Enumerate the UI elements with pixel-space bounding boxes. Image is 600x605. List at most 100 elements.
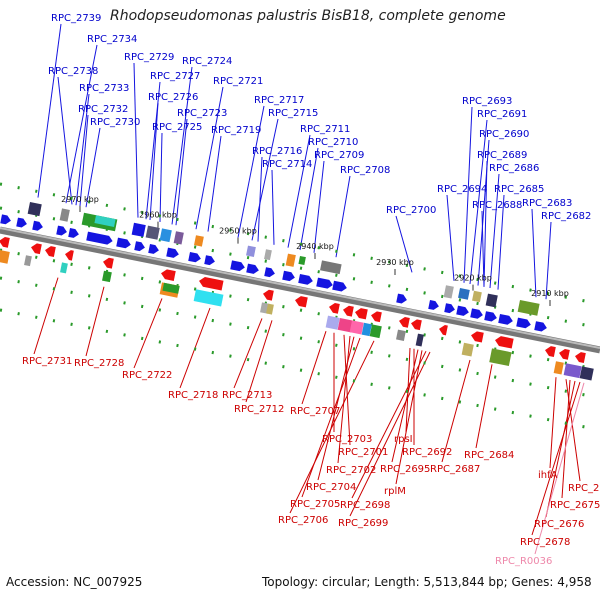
feature-box-below [563, 363, 582, 379]
minus-gene-label: RPC_2713 [222, 390, 272, 401]
plus-gene-arrow [68, 228, 79, 238]
plus-gene-arrow [456, 305, 469, 316]
gene-labels: RPC_2739 RPC_2734 RPC_2738 RPC_2733 RPC_2732… [22, 13, 600, 567]
minus-gene-arrow [559, 348, 570, 360]
rna-label-connector [534, 382, 585, 555]
gene-features [0, 202, 594, 381]
plus-gene-arrow [298, 274, 313, 285]
minus-gene-label: RPC_2687 [430, 464, 480, 475]
minus-gene-arrow [355, 308, 368, 320]
minus-label-connector [317, 336, 355, 481]
plus-gene-label: RPC_2717 [254, 95, 304, 106]
label-connectors [33, 23, 585, 555]
minus-gene-arrow [495, 336, 514, 349]
plus-gene-arrow [498, 314, 513, 325]
plus-gene-label: RPC_2710 [308, 137, 358, 148]
plus-label-connector [335, 175, 351, 258]
plus-label-connector [489, 173, 500, 289]
minus-gene-label: RPC_2678 [520, 537, 570, 548]
plus-gene-label: RPC_2727 [150, 71, 200, 82]
minus-gene-label: RPC_2707 [290, 406, 340, 417]
minus-label-connector [301, 337, 361, 498]
minus-gene-arrow [371, 311, 382, 323]
minus-gene-label: RPC_2676 [534, 519, 584, 530]
feature-box-above [173, 231, 184, 245]
plus-gene-label: RPC_2694 [437, 184, 487, 195]
plus-label-connector [287, 134, 311, 248]
minus-gene-label: RPC_2704 [306, 482, 356, 493]
minus-label-connector [565, 379, 581, 482]
minus-label-connector [545, 380, 576, 518]
plus-gene-label: RPC_2686 [489, 163, 539, 174]
plus-gene-label: RPC_2729 [124, 52, 174, 63]
minus-gene-label: rplM [384, 486, 406, 497]
plus-gene-label: RPC_2738 [48, 66, 98, 77]
plus-label-connector [531, 208, 537, 298]
feature-box-below [24, 255, 32, 267]
minus-label-connector [391, 349, 419, 463]
plus-label-connector [65, 44, 98, 204]
plus-gene-label: RPC_2691 [477, 109, 527, 120]
feature-box-below [489, 348, 512, 367]
rna-gene-label: RPC_R0036 [495, 556, 552, 567]
plus-label-connector [483, 160, 488, 287]
plus-label-connector [133, 62, 139, 218]
minus-gene-label: RPC_2674 [568, 483, 600, 494]
minus-gene-label: RPC_2699 [338, 518, 388, 529]
plus-label-connector [251, 118, 279, 241]
feature-box-below [396, 329, 406, 341]
minus-label-connector [531, 381, 581, 536]
feature-box-above [159, 228, 172, 243]
minus-label-connector [33, 277, 59, 355]
minus-gene-label: RPC_2684 [464, 450, 514, 461]
plus-gene-label: RPC_2734 [87, 34, 137, 45]
feature-box-above [458, 288, 470, 300]
plus-gene-arrow [264, 267, 275, 278]
plus-label-connector [395, 215, 413, 273]
plus-gene-arrow [0, 214, 11, 225]
minus-gene-arrow [545, 346, 556, 357]
genome-title: Rhodopseudomonas palustris BisB18, compl… [110, 8, 506, 24]
plus-gene-label: RPC_2688 [472, 200, 522, 211]
plus-gene-label: RPC_2730 [90, 117, 140, 128]
plus-gene-label: RPC_2693 [462, 96, 512, 107]
tick-label: 2970 kbp [61, 195, 99, 204]
plus-gene-arrow [246, 263, 259, 274]
plus-gene-label: RPC_2733 [79, 83, 129, 94]
plus-gene-arrow [16, 217, 27, 228]
plus-gene-arrow [428, 300, 439, 310]
tick-label: 2950 kbp [219, 227, 257, 236]
minus-label-connector [349, 351, 431, 517]
plus-gene-label: RPC_2685 [494, 184, 544, 195]
backbone-layer [0, 182, 600, 432]
feature-box-below [193, 289, 224, 307]
minus-gene-label: RPC_2701 [338, 447, 388, 458]
minus-gene-arrow [103, 257, 114, 269]
plus-gene-label: RPC_2724 [182, 56, 232, 67]
tick-label: 2930 kbp [376, 258, 414, 267]
feature-box-below [349, 320, 364, 335]
plus-label-connector [299, 147, 319, 251]
plus-label-connector [149, 102, 159, 221]
tick-label: 2910 kbp [531, 289, 569, 298]
plus-gene-arrow [188, 252, 201, 263]
plus-gene-label: RPC_2689 [477, 150, 527, 161]
genome-backbone [0, 226, 600, 354]
feature-box-above [472, 290, 482, 303]
plus-gene-arrow [116, 237, 131, 249]
minus-label-connector [343, 334, 351, 446]
feature-box-below [361, 322, 372, 337]
plus-label-connector [79, 114, 89, 207]
plus-gene-arrow [32, 220, 43, 231]
feature-box-above [285, 253, 296, 267]
genome-summary-text: Topology: circular; Length: 5,513,844 bp… [262, 575, 592, 589]
minus-gene-label: RPC_2728 [74, 358, 124, 369]
plus-label-connector [545, 221, 552, 300]
feature-box-below [415, 333, 424, 347]
plus-gene-label: RPC_2708 [340, 165, 390, 176]
feature-box-below [579, 366, 594, 381]
feature-box-below [266, 303, 274, 315]
minus-label-connector [561, 379, 571, 499]
